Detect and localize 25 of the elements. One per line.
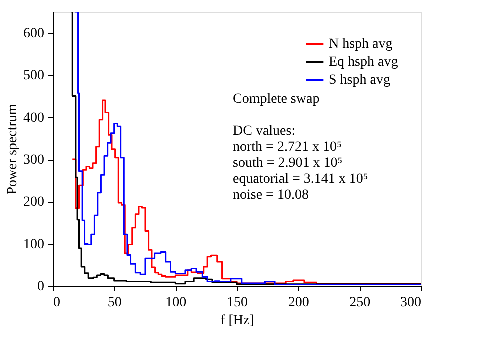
- y-tick-label: 200: [24, 195, 44, 210]
- annotation: Complete swap: [233, 92, 320, 107]
- legend-label: S hsph avg: [329, 73, 390, 88]
- x-tick-label: 150: [227, 296, 248, 310]
- x-tick-label: 50: [108, 296, 122, 310]
- y-tick-label: 400: [24, 110, 44, 126]
- x-tick-label: 200: [288, 296, 310, 310]
- annotation: north = 2.721 x 10⁵: [233, 140, 342, 155]
- y-tick-label: 100: [24, 237, 44, 252]
- annotation: equatorial = 3.141 x 10⁵: [233, 172, 368, 187]
- x-tick-label: 250: [350, 296, 371, 310]
- annotation: south = 2.901 x 10⁵: [233, 156, 343, 171]
- y-tick-label: 600: [24, 26, 44, 42]
- x-tick-label: 100: [166, 296, 187, 310]
- y-tick-label: 500: [24, 68, 44, 84]
- x-tick-label: 300: [400, 296, 422, 310]
- annotation: DC values:: [233, 124, 296, 139]
- legend-label: Eq hsph avg: [329, 55, 398, 70]
- y-tick-label: 300: [24, 153, 44, 168]
- x-axis-title: f [Hz]: [220, 314, 254, 328]
- y-axis-title: Power spectrum: [6, 104, 20, 195]
- x-tick-label: 0: [54, 296, 60, 310]
- annotation: noise = 10.08: [233, 188, 309, 203]
- legend-label: N hsph avg: [329, 37, 393, 52]
- y-tick-label: 0: [38, 280, 44, 294]
